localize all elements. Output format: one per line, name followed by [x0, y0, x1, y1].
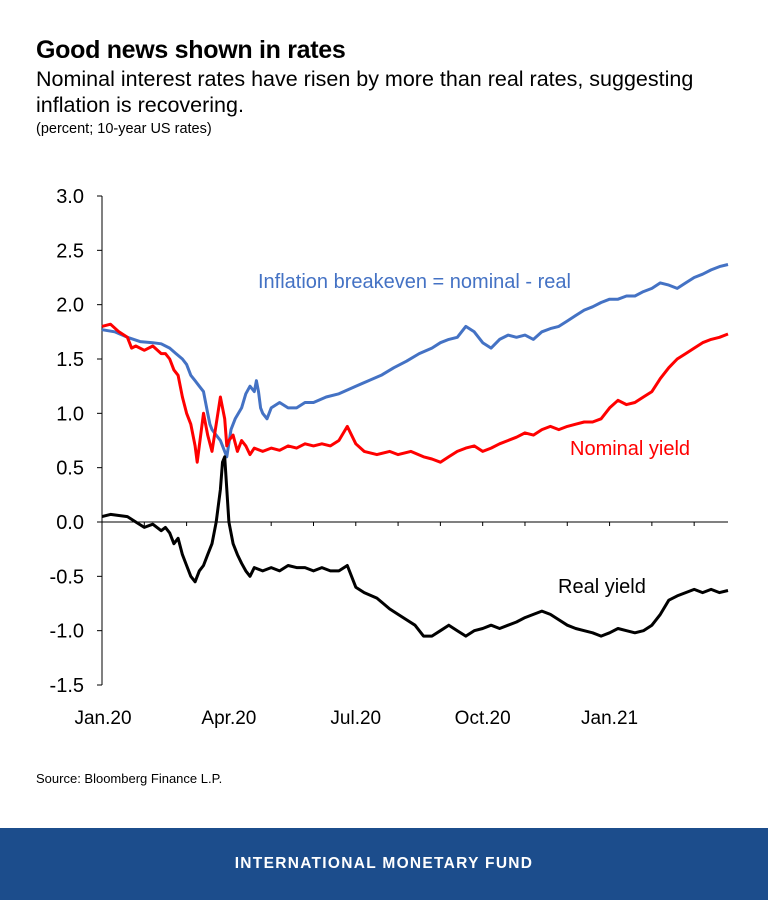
x-tick-label: Jan.20	[74, 708, 131, 729]
source-note: Source: Bloomberg Finance L.P.	[36, 771, 223, 786]
chart-units-note: (percent; 10-year US rates)	[36, 121, 212, 137]
x-tick-label: Apr.20	[201, 708, 256, 729]
y-tick-label: 2.0	[56, 295, 84, 317]
footer-banner: INTERNATIONAL MONETARY FUND	[0, 828, 768, 900]
chart-series	[101, 263, 729, 638]
y-tick-label: 1.0	[56, 403, 84, 425]
series-line-1	[101, 322, 729, 464]
y-tick-label: 0.5	[56, 458, 84, 480]
y-tick-label: 0.0	[56, 512, 84, 534]
series-label-0: Inflation breakeven = nominal - real	[258, 271, 571, 293]
chart-annotations: Inflation breakeven = nominal - real Nomi…	[258, 271, 690, 598]
chart-subtitle: Nominal interest rates have risen by mor…	[36, 67, 694, 117]
y-tick-label: -0.5	[50, 566, 84, 588]
chart-title: Good news shown in rates	[36, 36, 346, 64]
x-tick-label: Jan.21	[581, 708, 638, 729]
line-chart: 3.0 2.5 2.0 1.5 1.0 0.5 0.0 -0.5 -1.0 -1.5 Jan.20 A…	[50, 186, 729, 729]
series-label-1: Nominal yield	[570, 438, 690, 460]
x-tick-label: Oct.20	[455, 708, 511, 729]
y-tick-label: 2.5	[56, 240, 84, 262]
series-line-2	[101, 455, 729, 638]
series-line-0	[101, 263, 729, 459]
x-tick-label: Jul.20	[330, 708, 381, 729]
chart-axes: 3.0 2.5 2.0 1.5 1.0 0.5 0.0 -0.5 -1.0 -1.5 Jan.20 A…	[50, 186, 728, 729]
y-tick-label: -1.0	[50, 621, 84, 643]
y-tick-label: 1.5	[56, 349, 84, 371]
series-label-2: Real yield	[558, 576, 646, 598]
y-tick-label: -1.5	[50, 675, 84, 697]
footer-org-name: INTERNATIONAL MONETARY FUND	[234, 855, 534, 872]
y-tick-label: 3.0	[56, 186, 84, 208]
